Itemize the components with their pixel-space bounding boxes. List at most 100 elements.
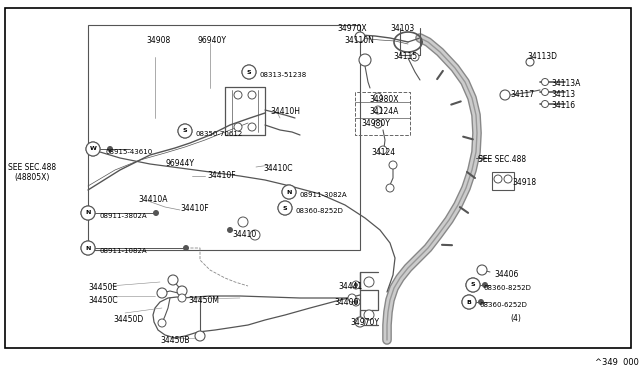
Text: 34124A: 34124A xyxy=(369,107,398,116)
Circle shape xyxy=(248,123,256,131)
Text: 08915-43610: 08915-43610 xyxy=(105,149,152,155)
Text: 08911-3082A: 08911-3082A xyxy=(300,192,348,198)
Circle shape xyxy=(355,317,365,327)
Text: 34450M: 34450M xyxy=(188,296,219,305)
Text: 08911-3802A: 08911-3802A xyxy=(100,213,148,219)
Text: 96944Y: 96944Y xyxy=(166,159,195,168)
Circle shape xyxy=(238,217,248,227)
Circle shape xyxy=(374,120,382,128)
Circle shape xyxy=(541,100,548,108)
Text: N: N xyxy=(85,211,91,215)
Circle shape xyxy=(504,175,512,183)
Text: 34410H: 34410H xyxy=(270,107,300,116)
Text: 08360-6252D: 08360-6252D xyxy=(480,302,528,308)
Circle shape xyxy=(178,294,186,302)
Text: 34450B: 34450B xyxy=(160,336,189,345)
Circle shape xyxy=(355,32,365,42)
Circle shape xyxy=(81,241,95,255)
Circle shape xyxy=(466,278,480,292)
Circle shape xyxy=(352,298,360,306)
Circle shape xyxy=(359,54,371,66)
Text: 34450E: 34450E xyxy=(88,283,117,292)
Text: 34113D: 34113D xyxy=(527,52,557,61)
Text: B: B xyxy=(467,299,472,305)
Circle shape xyxy=(86,142,100,156)
Circle shape xyxy=(227,227,233,233)
Text: SEE SEC.488: SEE SEC.488 xyxy=(8,163,56,172)
Circle shape xyxy=(86,142,100,156)
Circle shape xyxy=(81,206,95,220)
Circle shape xyxy=(541,89,548,96)
Text: 08350-70612: 08350-70612 xyxy=(196,131,243,137)
Text: 34110N: 34110N xyxy=(344,36,374,45)
Circle shape xyxy=(242,65,256,79)
Circle shape xyxy=(374,93,382,101)
Text: SEE SEC.488: SEE SEC.488 xyxy=(478,155,526,164)
Circle shape xyxy=(248,91,256,99)
Circle shape xyxy=(352,281,360,289)
Text: 34450D: 34450D xyxy=(113,315,143,324)
Text: W: W xyxy=(90,147,97,151)
Text: 34116: 34116 xyxy=(551,101,575,110)
Circle shape xyxy=(411,53,419,61)
Circle shape xyxy=(278,201,292,215)
Text: 96940Y: 96940Y xyxy=(198,36,227,45)
Circle shape xyxy=(178,124,192,138)
Text: 34970Y: 34970Y xyxy=(350,318,379,327)
Text: 34450C: 34450C xyxy=(88,296,118,305)
Text: 34410C: 34410C xyxy=(263,164,292,173)
Text: S: S xyxy=(470,282,476,288)
Text: 34980Y: 34980Y xyxy=(361,119,390,128)
Text: 34117: 34117 xyxy=(510,90,534,99)
Circle shape xyxy=(177,286,187,296)
Circle shape xyxy=(234,91,242,99)
Circle shape xyxy=(282,185,296,199)
Text: 08313-51238: 08313-51238 xyxy=(259,72,307,78)
Circle shape xyxy=(374,106,382,114)
Text: S: S xyxy=(283,205,287,211)
Text: 34970X: 34970X xyxy=(337,24,367,33)
Text: 34908: 34908 xyxy=(146,36,170,45)
Circle shape xyxy=(477,265,487,275)
Circle shape xyxy=(278,201,292,215)
Circle shape xyxy=(354,300,358,304)
Text: 08360-8252D: 08360-8252D xyxy=(484,285,532,291)
Circle shape xyxy=(386,184,394,192)
Circle shape xyxy=(157,288,167,298)
Text: 34980X: 34980X xyxy=(369,95,399,104)
Circle shape xyxy=(526,58,534,66)
Text: 34410: 34410 xyxy=(232,230,256,239)
Circle shape xyxy=(158,319,166,327)
Circle shape xyxy=(153,210,159,216)
Bar xyxy=(492,172,514,190)
Text: 34115: 34115 xyxy=(393,52,417,61)
Text: S: S xyxy=(246,70,252,74)
Text: N: N xyxy=(85,246,91,250)
Circle shape xyxy=(250,230,260,240)
Circle shape xyxy=(482,282,488,288)
Circle shape xyxy=(178,124,192,138)
Text: 34113: 34113 xyxy=(551,90,575,99)
Circle shape xyxy=(364,277,374,287)
Text: 34400: 34400 xyxy=(334,298,358,307)
Circle shape xyxy=(81,206,95,220)
Text: 34441: 34441 xyxy=(338,282,362,291)
Text: 34113A: 34113A xyxy=(551,79,580,88)
Text: 34410F: 34410F xyxy=(207,171,236,180)
Circle shape xyxy=(354,283,358,287)
Bar xyxy=(88,25,360,250)
Text: S: S xyxy=(182,128,188,134)
Text: 08360-8252D: 08360-8252D xyxy=(296,208,344,214)
Text: N: N xyxy=(286,189,292,195)
Circle shape xyxy=(478,299,484,305)
Text: (48805X): (48805X) xyxy=(14,173,49,182)
Circle shape xyxy=(462,295,476,309)
Circle shape xyxy=(81,241,95,255)
Text: 34918: 34918 xyxy=(512,178,536,187)
Circle shape xyxy=(183,245,189,251)
Circle shape xyxy=(364,310,374,320)
Circle shape xyxy=(107,146,113,152)
Circle shape xyxy=(466,278,480,292)
Text: 34406: 34406 xyxy=(494,270,518,279)
Text: 34124: 34124 xyxy=(371,148,395,157)
